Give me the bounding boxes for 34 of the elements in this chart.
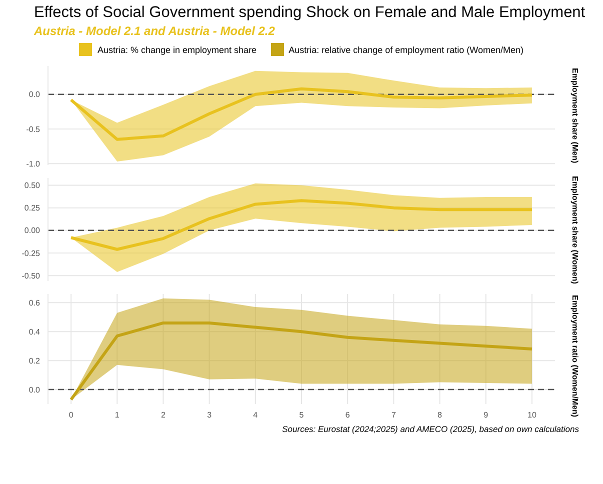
legend-label: Austria: % change in employment share <box>97 44 257 54</box>
source-note: Sources: Eurostat (2024;2025) and AMECO (2025), based on own calculations <box>281 424 579 434</box>
y-axis-title: Employment share (Women) <box>570 176 580 284</box>
y-axis-title: Employment ratio (Women/Men) <box>570 294 580 418</box>
y-tick-label: 0.2 <box>28 356 41 366</box>
x-tick-label: 9 <box>484 410 489 420</box>
y-tick-label: 0.4 <box>28 327 41 336</box>
y-axis-title: Employment share (Men) <box>570 68 580 164</box>
x-tick-label: 1 <box>114 410 120 420</box>
y-tick-label: 0.6 <box>28 298 41 308</box>
y-tick-label: -0.5 <box>26 124 41 134</box>
x-tick-label: 7 <box>391 410 396 420</box>
y-tick-label: 0.0 <box>28 385 41 394</box>
y-tick-label: 0.50 <box>24 181 41 190</box>
legend-label: Austria: relative change of employment ratio (Women/Men) <box>288 44 524 54</box>
x-tick-label: 5 <box>299 410 304 420</box>
x-tick-label: 8 <box>438 410 443 420</box>
chart-title: Effects of Social Government spending Shock on Female and Male Employment <box>34 4 586 22</box>
line-series <box>70 87 534 141</box>
line-series <box>70 199 534 251</box>
x-tick-label: 6 <box>345 410 350 420</box>
x-tick-label: 2 <box>161 410 166 420</box>
x-tick-label: 3 <box>207 410 212 420</box>
chart-subtitle: Austria - Model 2.1 and Austria - Model 2.2 <box>34 24 276 38</box>
x-tick-label: 4 <box>253 410 258 420</box>
y-tick-label: -0.25 <box>22 248 41 258</box>
line-series <box>70 321 534 402</box>
y-tick-label: -1.0 <box>26 159 41 168</box>
x-tick-label: 0 <box>68 410 74 420</box>
y-tick-label: 0.25 <box>24 204 41 213</box>
x-tick-label: 10 <box>528 410 537 420</box>
y-tick-label: 0.00 <box>24 226 41 236</box>
y-tick-label: -0.50 <box>22 271 41 280</box>
y-tick-label: 0.0 <box>28 90 41 100</box>
